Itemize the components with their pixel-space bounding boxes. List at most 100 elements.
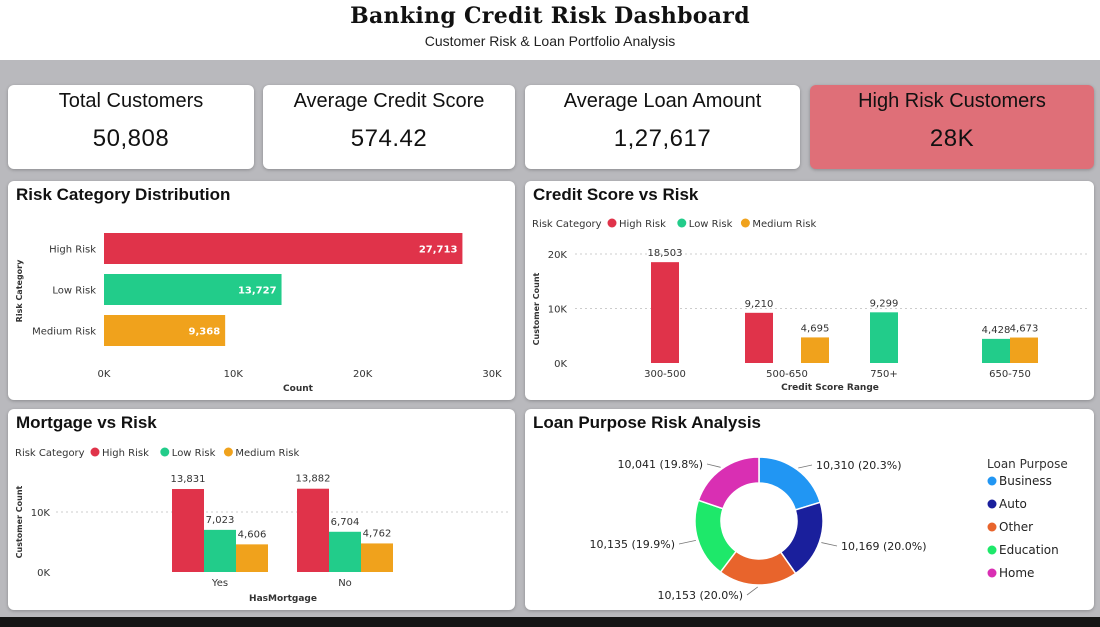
x-tick-label: 0K xyxy=(98,369,111,380)
bar-no-medium-risk xyxy=(361,543,393,572)
category-label: Low Risk xyxy=(52,286,96,297)
y-axis-label: Customer Count xyxy=(532,272,541,345)
leader-line xyxy=(821,542,838,547)
data-label: 7,023 xyxy=(206,515,235,526)
legend-title: Loan Purpose xyxy=(987,457,1068,471)
x-tick-label: 300-500 xyxy=(644,369,686,380)
legend-marker xyxy=(987,522,997,532)
bar-650-750-medium-risk xyxy=(1010,337,1038,363)
slice-home xyxy=(697,456,760,510)
kpi-value: 28K xyxy=(929,125,975,152)
data-label: 27,713 xyxy=(419,245,458,256)
data-label: 4,673 xyxy=(1010,324,1039,335)
x-tick-label: 20K xyxy=(353,369,373,380)
chart-title: Risk Category Distribution xyxy=(16,185,231,204)
legend-label: Low Risk xyxy=(689,219,733,230)
dashboard-subtitle: Customer Risk & Loan Portfolio Analysis xyxy=(424,33,676,49)
kpi-label: Average Loan Amount xyxy=(563,90,762,112)
kpi-average-credit-score[interactable]: Average Credit Score 574.42 xyxy=(263,85,515,169)
data-label: 9,299 xyxy=(870,298,899,309)
data-label: 18,503 xyxy=(648,248,683,259)
data-label: 10,169 (20.0%) xyxy=(841,540,927,553)
panel-loan-purpose-risk-analysis: Loan Purpose Risk Analysis 10,310 (20.3%… xyxy=(525,409,1094,610)
bar-no-high-risk xyxy=(297,488,329,572)
legend-title: Risk Category xyxy=(15,448,85,459)
legend-marker xyxy=(740,218,750,228)
data-label: 13,882 xyxy=(296,474,331,485)
data-label: 10,310 (20.3%) xyxy=(816,459,902,472)
data-label: 4,606 xyxy=(238,529,267,540)
legend-label: High Risk xyxy=(619,219,666,230)
category-label: High Risk xyxy=(49,245,96,256)
bar-750+-low-risk xyxy=(870,312,898,363)
leader-line xyxy=(706,463,721,468)
kpi-value: 1,27,617 xyxy=(613,125,712,152)
bar-medium-risk xyxy=(104,315,226,346)
kpi-label: Average Credit Score xyxy=(293,90,485,112)
data-label: 13,831 xyxy=(171,474,206,485)
x-tick-label: 750+ xyxy=(870,369,897,380)
x-tick-label: 10K xyxy=(224,369,244,380)
bar-yes-high-risk xyxy=(172,489,204,572)
x-tick-label: 650-750 xyxy=(989,369,1031,380)
bar-500-650-medium-risk xyxy=(801,337,829,363)
legend-marker xyxy=(160,447,170,457)
data-label: 10,135 (19.9%) xyxy=(589,538,675,551)
y-tick-label: 0K xyxy=(554,359,567,370)
kpi-high-risk-customers[interactable]: High Risk Customers 28K xyxy=(810,85,1094,169)
x-tick-label: 500-650 xyxy=(766,369,808,380)
kpi-total-customers[interactable]: Total Customers 50,808 xyxy=(8,85,254,169)
data-label: 4,428 xyxy=(982,325,1011,336)
legend-marker xyxy=(607,218,617,228)
legend-label: Business xyxy=(999,474,1052,488)
kpi-value: 574.42 xyxy=(350,125,428,152)
x-axis-label: Count xyxy=(283,384,314,394)
chart-title: Credit Score vs Risk xyxy=(533,185,699,204)
legend-label: Auto xyxy=(999,497,1027,511)
credit-score-bar-chart: Risk Category High Risk Low Risk Medium Ris… xyxy=(532,218,1090,393)
legend-label: Education xyxy=(999,543,1059,557)
chart-title: Mortgage vs Risk xyxy=(16,413,157,432)
data-label: 4,762 xyxy=(363,528,392,539)
panel-risk-category-distribution: Risk Category Distribution High Risk 27,7… xyxy=(8,181,515,400)
y-tick-label: 20K xyxy=(548,250,568,261)
kpi-label: High Risk Customers xyxy=(858,90,1046,112)
y-axis-label: Risk Category xyxy=(15,259,24,322)
leader-line xyxy=(798,464,813,469)
x-axis-label: Credit Score Range xyxy=(781,383,879,393)
bar-yes-medium-risk xyxy=(236,544,268,572)
y-axis-label: Customer Count xyxy=(15,485,24,558)
leader-line xyxy=(678,539,696,545)
leader-line xyxy=(746,586,759,596)
legend-label: Low Risk xyxy=(172,448,216,459)
legend-marker xyxy=(987,568,997,578)
bar-low-risk xyxy=(104,274,282,305)
panel-mortgage-vs-risk: Mortgage vs Risk Risk Category High Risk L… xyxy=(8,409,515,610)
legend-title: Risk Category xyxy=(532,219,602,230)
x-tick-label: No xyxy=(338,578,352,589)
bar-high-risk xyxy=(104,233,463,264)
y-tick-label: 10K xyxy=(31,508,51,519)
data-label: 6,704 xyxy=(331,517,360,528)
y-tick-label: 0K xyxy=(37,568,50,579)
bar-500-650-high-risk xyxy=(745,312,773,363)
dashboard-header: Banking Credit Risk Dashboard Customer R… xyxy=(0,0,1100,60)
kpi-average-loan-amount[interactable]: Average Loan Amount 1,27,617 xyxy=(525,85,800,169)
legend-marker xyxy=(223,447,233,457)
legend-label: Medium Risk xyxy=(235,448,299,459)
bar-300-500-high-risk xyxy=(651,262,679,363)
legend-marker xyxy=(987,499,997,509)
y-tick-label: 10K xyxy=(548,305,568,316)
kpi-label: Total Customers xyxy=(58,90,204,112)
data-label: 13,727 xyxy=(238,286,277,297)
kpi-value: 50,808 xyxy=(92,125,170,152)
data-label: 4,695 xyxy=(801,323,830,334)
panel-credit-score-vs-risk: Credit Score vs Risk Risk Category High R… xyxy=(525,181,1094,400)
chart-title: Loan Purpose Risk Analysis xyxy=(533,413,761,432)
legend-label: High Risk xyxy=(102,448,149,459)
category-label: Medium Risk xyxy=(32,327,96,338)
risk-category-bar-chart: High Risk 27,713 Low Risk 13,727 Medium Risk… xyxy=(15,233,502,394)
bar-yes-low-risk xyxy=(204,529,236,572)
legend-marker xyxy=(987,476,997,486)
dashboard-title: Banking Credit Risk Dashboard xyxy=(350,3,750,29)
